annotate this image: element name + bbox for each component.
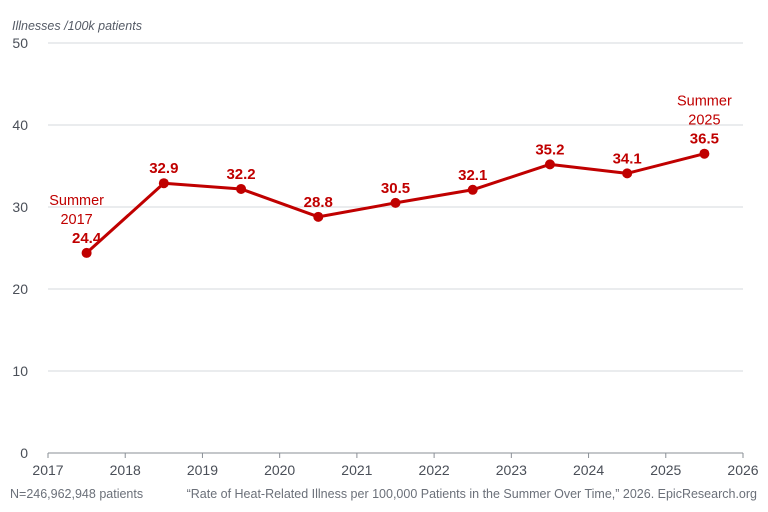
data-point-7 bbox=[622, 168, 633, 179]
annotation-0-line-0: Summer bbox=[49, 193, 104, 209]
data-point-4 bbox=[390, 197, 401, 208]
data-point-5 bbox=[467, 184, 478, 195]
y-tick-labels: 0 10 20 30 40 50 bbox=[12, 35, 28, 461]
x-tick-label-2020: 2020 bbox=[264, 462, 295, 478]
data-labels: 24.4 32.9 32.2 28.8 30.5 32.1 35.2 34.1 36.5 bbox=[72, 131, 719, 247]
data-label-6: 35.2 bbox=[535, 141, 564, 158]
data-label-0: 24.4 bbox=[72, 230, 102, 247]
x-tick-label-2019: 2019 bbox=[187, 462, 218, 478]
data-label-7: 34.1 bbox=[613, 150, 642, 167]
data-point-2 bbox=[236, 183, 247, 194]
data-point-0 bbox=[81, 247, 92, 258]
data-label-5: 32.1 bbox=[458, 167, 487, 184]
data-label-8: 36.5 bbox=[690, 131, 719, 148]
y-tick-label-20: 20 bbox=[12, 281, 28, 297]
data-point-8 bbox=[699, 148, 710, 159]
y-tick-label-10: 10 bbox=[12, 363, 28, 379]
data-point-6 bbox=[544, 159, 555, 170]
x-axis: 2017 2018 2019 2020 2021 2022 2023 2024 2025 2026 bbox=[32, 452, 759, 478]
data-label-4: 30.5 bbox=[381, 180, 410, 197]
footnote-sample-size: N=246,962,948 patients bbox=[10, 487, 143, 501]
x-tick-label-2025: 2025 bbox=[650, 462, 681, 478]
data-label-1: 32.9 bbox=[149, 160, 178, 177]
x-tick-label-2022: 2022 bbox=[419, 462, 450, 478]
y-tick-label-0: 0 bbox=[20, 445, 28, 461]
y-tick-label-50: 50 bbox=[12, 35, 28, 51]
annotations: Summer 2017 Summer 2025 bbox=[49, 94, 732, 228]
y-tick-label-30: 30 bbox=[12, 199, 28, 215]
data-label-3: 28.8 bbox=[304, 194, 333, 211]
x-tick-label-2021: 2021 bbox=[341, 462, 372, 478]
annotation-0-line-1: 2017 bbox=[60, 212, 92, 228]
y-tick-label-40: 40 bbox=[12, 117, 28, 133]
series-line-group bbox=[81, 148, 710, 258]
footnote-citation: “Rate of Heat-Related Illness per 100,00… bbox=[187, 487, 757, 501]
x-tick-label-2018: 2018 bbox=[110, 462, 141, 478]
data-point-1 bbox=[158, 178, 169, 189]
data-point-3 bbox=[313, 211, 324, 222]
x-tick-label-2026: 2026 bbox=[727, 462, 758, 478]
x-tick-label-2023: 2023 bbox=[496, 462, 527, 478]
x-tick-label-2017: 2017 bbox=[32, 462, 63, 478]
annotation-1-line-0: Summer bbox=[677, 94, 732, 110]
data-label-2: 32.2 bbox=[226, 166, 255, 183]
x-tick-label-2024: 2024 bbox=[573, 462, 604, 478]
annotation-1-line-1: 2025 bbox=[688, 113, 720, 129]
y-axis-label: Illnesses /100k patients bbox=[12, 19, 142, 33]
